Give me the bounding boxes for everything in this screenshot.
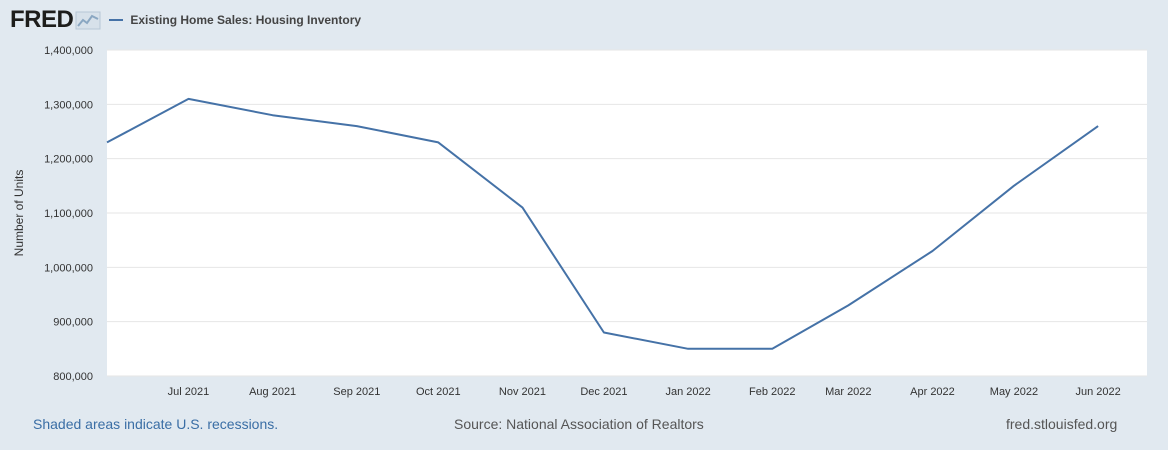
data-point [1012, 184, 1016, 188]
y-tick-label: 1,400,000 [44, 45, 93, 57]
x-tick-label: Jun 2022 [1075, 386, 1120, 398]
x-tick-label: Jan 2022 [665, 386, 710, 398]
data-point [105, 140, 109, 144]
y-tick-label: 900,000 [53, 317, 93, 329]
recession-note-link[interactable]: Shaded areas indicate U.S. recessions. [33, 416, 279, 432]
legend[interactable]: Existing Home Sales: Housing Inventory [109, 13, 361, 27]
x-tick-label: Jul 2021 [168, 386, 210, 398]
x-tick-label: Mar 2022 [825, 386, 871, 398]
source-note: Source: National Association of Realtors [454, 416, 704, 432]
fred-logo[interactable]: FRED [10, 6, 101, 34]
data-point [686, 347, 690, 351]
y-tick-label: 1,100,000 [44, 208, 93, 220]
chart-logo-icon [75, 11, 101, 30]
data-point [436, 140, 440, 144]
y-tick-label: 1,300,000 [44, 99, 93, 111]
legend-line-swatch [109, 19, 124, 21]
data-point [602, 331, 606, 335]
x-tick-label: May 2022 [990, 386, 1038, 398]
x-tick-label: Apr 2022 [910, 386, 955, 398]
x-tick-label: Oct 2021 [416, 386, 461, 398]
data-point [520, 206, 524, 210]
x-tick-label: Dec 2021 [580, 386, 627, 398]
site-credit: fred.stlouisfed.org [1006, 416, 1118, 432]
data-point [186, 97, 190, 101]
data-point [271, 113, 275, 117]
data-point [846, 303, 850, 307]
x-tick-label: Feb 2022 [749, 386, 795, 398]
y-tick-label: 800,000 [53, 371, 93, 383]
data-point [1096, 124, 1100, 128]
data-point [770, 347, 774, 351]
x-tick-label: Aug 2021 [249, 386, 296, 398]
chart-header: FRED Existing Home Sales: Housing Invent… [10, 6, 361, 34]
y-tick-label: 1,200,000 [44, 154, 93, 166]
y-axis-title: Number of Units [12, 170, 26, 257]
y-tick-label: 1,000,000 [44, 262, 93, 274]
fred-logo-text: FRED [10, 6, 74, 33]
data-point [355, 124, 359, 128]
series-line [106, 97, 1099, 350]
x-tick-label: Sep 2021 [333, 386, 380, 398]
legend-label: Existing Home Sales: Housing Inventory [130, 13, 362, 27]
x-tick-label: Nov 2021 [499, 386, 546, 398]
data-point [930, 249, 934, 253]
